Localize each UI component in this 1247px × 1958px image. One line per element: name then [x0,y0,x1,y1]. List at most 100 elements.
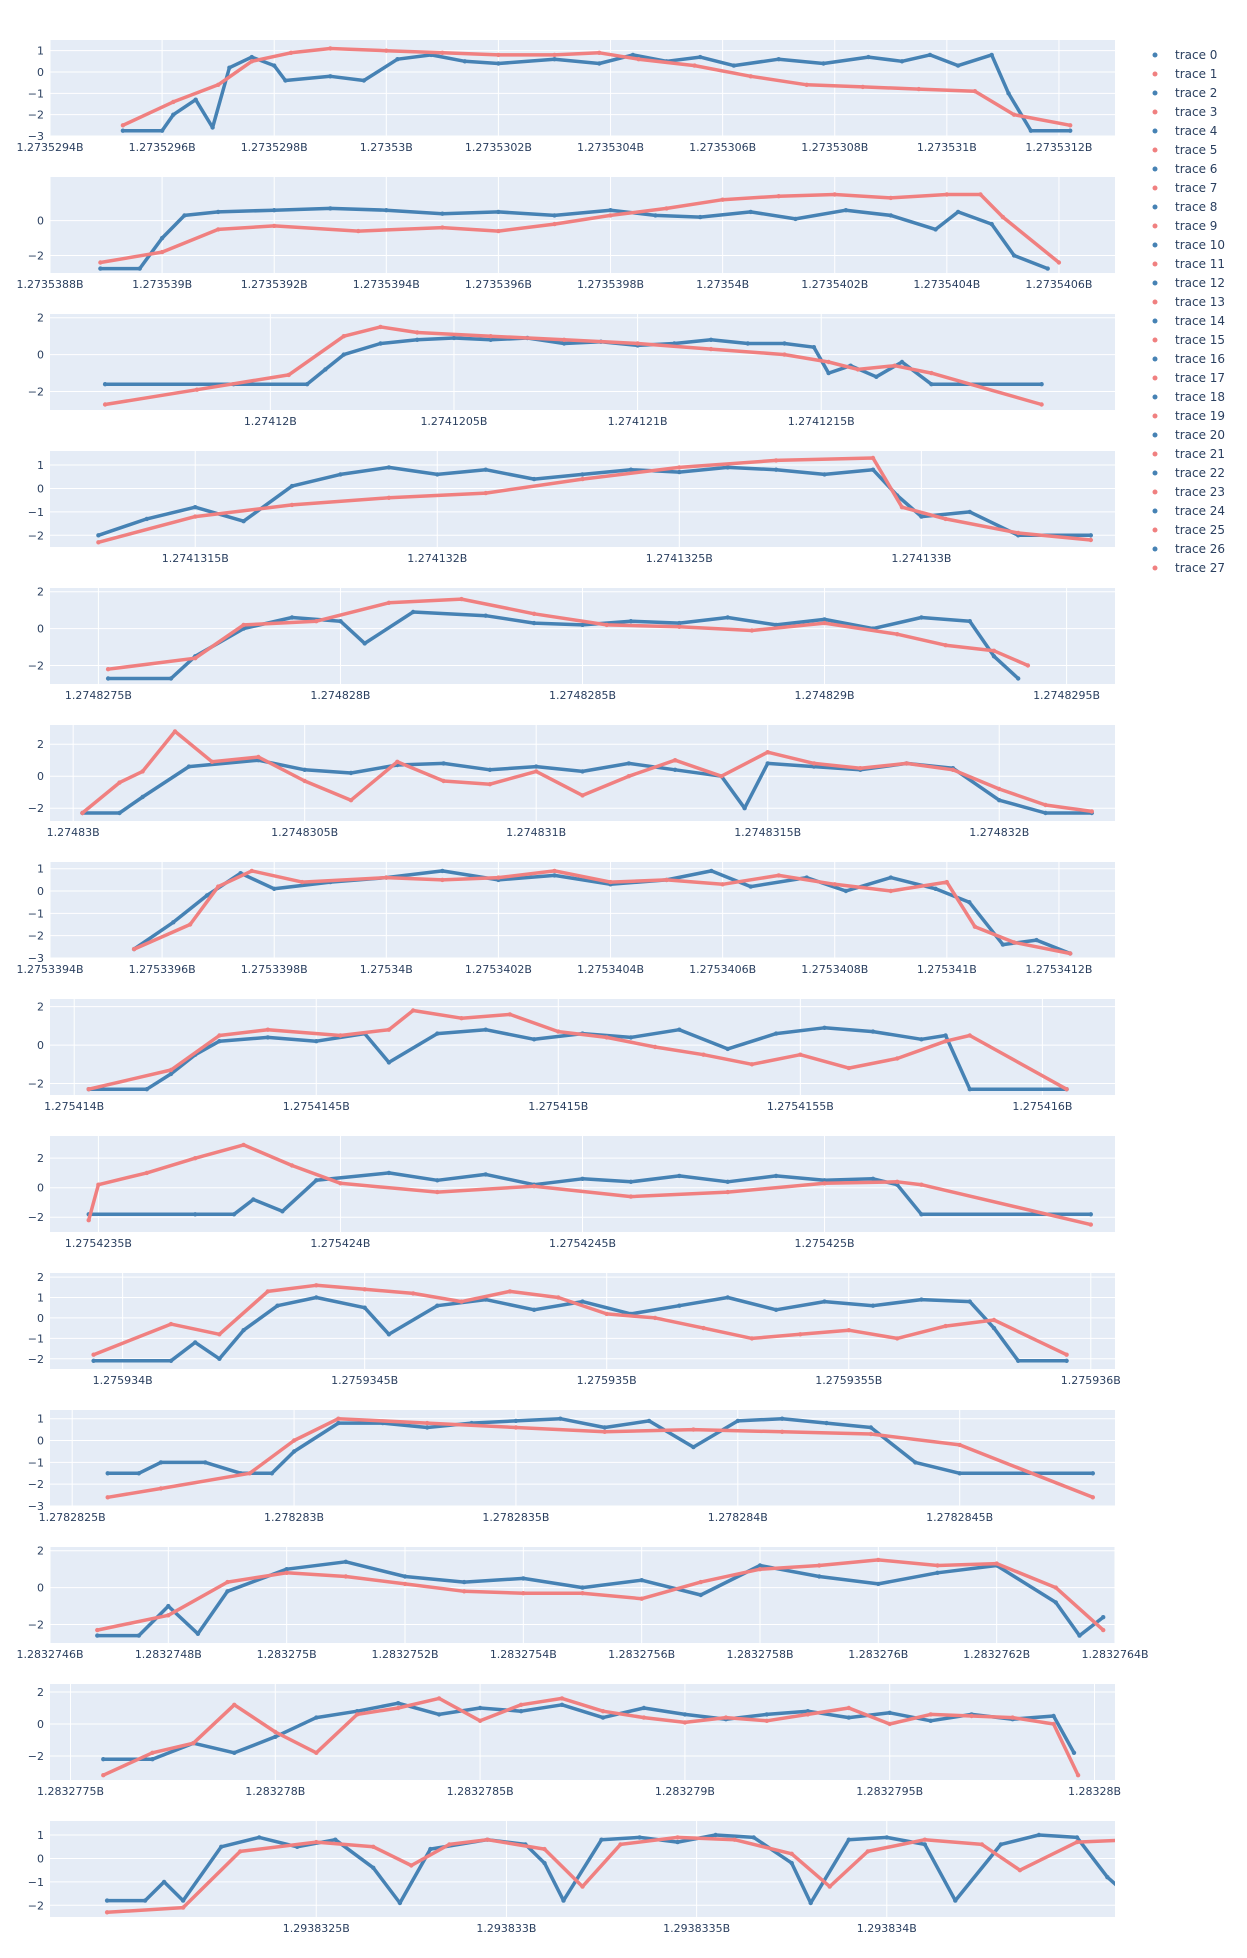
subplot-8[interactable]: 1.275414B 1.2754145B 1.275415B 1.2754155B 1.… [28,999,1115,1113]
legend-item-trace-0[interactable]: trace 0 [1152,48,1218,62]
subplot-6[interactable]: 1.27483B 1.2748305B 1.274831B 1.2748315B 1.2… [28,725,1115,839]
legend-item-trace-11[interactable]: trace 11 [1152,257,1226,271]
data-point [396,1701,401,1706]
legend-item-trace-3[interactable]: trace 3 [1152,105,1218,119]
data-point [677,620,682,626]
subplot-9[interactable]: 1.2754235B 1.275424B 1.2754245B 1.275425B 2 0… [28,1136,1115,1250]
data-point [979,1842,985,1847]
data-point [748,884,753,889]
plot-area[interactable] [50,1410,1115,1506]
plot-area[interactable] [50,1684,1115,1780]
data-point [967,1033,972,1038]
legend-item-trace-6[interactable]: trace 6 [1152,162,1218,176]
legend-item-trace-26[interactable]: trace 26 [1152,542,1226,556]
series-trace-25[interactable] [101,1696,1081,1778]
legend-item-trace-21[interactable]: trace 21 [1152,447,1226,461]
subplot-4[interactable]: 1.2741315B 1.274132B 1.2741325B 1.274133B 1 0… [28,451,1115,565]
series-trace-18[interactable] [91,1295,1069,1364]
legend-item-trace-7[interactable]: trace 7 [1152,181,1218,195]
data-point [410,1008,416,1013]
data-point [1227,1898,1231,1902]
series-trace-16[interactable] [86,1170,1094,1217]
y-tick-label: 0 [37,1852,44,1865]
legend-item-trace-17[interactable]: trace 17 [1152,371,1226,385]
legend-item-trace-24[interactable]: trace 24 [1152,504,1226,518]
series-trace-23[interactable] [95,1557,1106,1633]
series-trace-0[interactable] [120,52,1073,133]
series-trace-13[interactable] [131,868,1073,956]
legend-item-trace-23[interactable]: trace 23 [1152,485,1226,499]
subplot-5[interactable]: 1.2748275B 1.274828B 1.2748285B 1.274829B 1.… [28,586,1115,702]
data-point [1016,1358,1021,1364]
plot-area[interactable] [50,999,1115,1095]
series-trace-24[interactable] [101,1701,1077,1762]
legend-item-trace-16[interactable]: trace 16 [1152,352,1226,366]
legend-item-trace-8[interactable]: trace 8 [1152,200,1218,214]
plot-area[interactable] [50,177,1115,273]
data-point [552,868,557,874]
series-trace-22[interactable] [95,1559,1106,1638]
subplot-14[interactable]: 1.2938325B 1.293833B 1.2938335B 1.293834B 1 0… [28,1821,1247,1935]
x-tick-label: 1.27353B [360,141,413,154]
legend-item-trace-12[interactable]: trace 12 [1152,276,1226,290]
legend-item-trace-20[interactable]: trace 20 [1152,428,1226,442]
y-tick-label: 0 [37,1312,44,1325]
data-point [158,1486,164,1491]
series-trace-2[interactable] [98,206,1050,271]
legend[interactable]: trace 0 trace 1 trace 2 trace 3 trace 4 trace… [1152,48,1226,575]
data-point [142,1898,148,1903]
y-tick-label: 0 [37,885,44,898]
series-trace-9[interactable] [105,596,1031,672]
data-point [884,1835,889,1840]
data-point [289,615,295,620]
data-point [552,873,557,878]
legend-item-trace-4[interactable]: trace 4 [1152,124,1218,138]
legend-item-trace-15[interactable]: trace 15 [1152,333,1226,347]
subplot-13[interactable]: 1.2832775B 1.283278B 1.2832785B 1.283279B 1.… [28,1684,1121,1798]
subplot-1[interactable]: 1.2735294B 1.2735296B 1.2735298B 1.27353B 1.… [16,40,1115,154]
data-point [1028,128,1034,133]
series-trace-17[interactable] [86,1142,1094,1227]
legend-label: trace 8 [1175,200,1217,214]
legend-marker [1152,147,1158,153]
series-line [122,46,1071,128]
data-point [1011,253,1017,258]
subplot-7[interactable]: 1.2753394B 1.2753396B 1.2753398B 1.27534B 1.… [16,862,1115,976]
data-point [559,1702,565,1708]
subplot-12[interactable]: 1.2832746B 1.2832748B 1.283275B 1.2832752B 1… [16,1545,1148,1661]
data-point [384,208,389,213]
plot-area[interactable] [50,451,1115,547]
legend-item-trace-2[interactable]: trace 2 [1152,86,1218,100]
legend-item-trace-9[interactable]: trace 9 [1152,219,1218,233]
legend-item-trace-19[interactable]: trace 19 [1152,409,1226,423]
data-point [580,476,585,482]
legend-item-trace-5[interactable]: trace 5 [1152,143,1218,157]
subplot-10[interactable]: 1.275934B 1.2759345B 1.275935B 1.2759355B 1.… [28,1271,1121,1387]
series-trace-3[interactable] [98,192,1062,265]
plot-area[interactable] [50,1273,1115,1369]
subplot-3[interactable]: 1.27412B 1.2741205B 1.274121B 1.2741215B 2 0 −… [28,312,1115,428]
series-trace-27[interactable] [104,1835,1247,1915]
plot-area[interactable] [50,314,1115,410]
series-trace-5[interactable] [102,324,1044,407]
series-trace-21[interactable] [105,1416,1096,1500]
series-trace-15[interactable] [86,1008,1069,1092]
series-trace-20[interactable] [105,1416,1096,1476]
subplot-11[interactable]: 1.2782825B 1.278283B 1.2782835B 1.278284B 1.… [28,1410,1115,1524]
legend-item-trace-18[interactable]: trace 18 [1152,390,1226,404]
series-trace-11[interactable] [80,729,1095,816]
subplot-2[interactable]: 1.2735388B 1.273539B 1.2735392B 1.2735394B 1… [16,177,1115,291]
legend-item-trace-14[interactable]: trace 14 [1152,314,1226,328]
data-point [725,1046,730,1052]
legend-item-trace-27[interactable]: trace 27 [1152,561,1226,575]
legend-item-trace-13[interactable]: trace 13 [1152,295,1226,309]
data-point [994,1561,999,1566]
legend-item-trace-1[interactable]: trace 1 [1152,67,1218,81]
data-point [1006,91,1011,96]
series-trace-1[interactable] [120,46,1073,128]
series-trace-7[interactable] [96,455,1094,545]
legend-item-trace-22[interactable]: trace 22 [1152,466,1226,480]
legend-item-trace-25[interactable]: trace 25 [1152,523,1226,537]
legend-item-trace-10[interactable]: trace 10 [1152,238,1226,252]
series-trace-19[interactable] [91,1283,1069,1357]
